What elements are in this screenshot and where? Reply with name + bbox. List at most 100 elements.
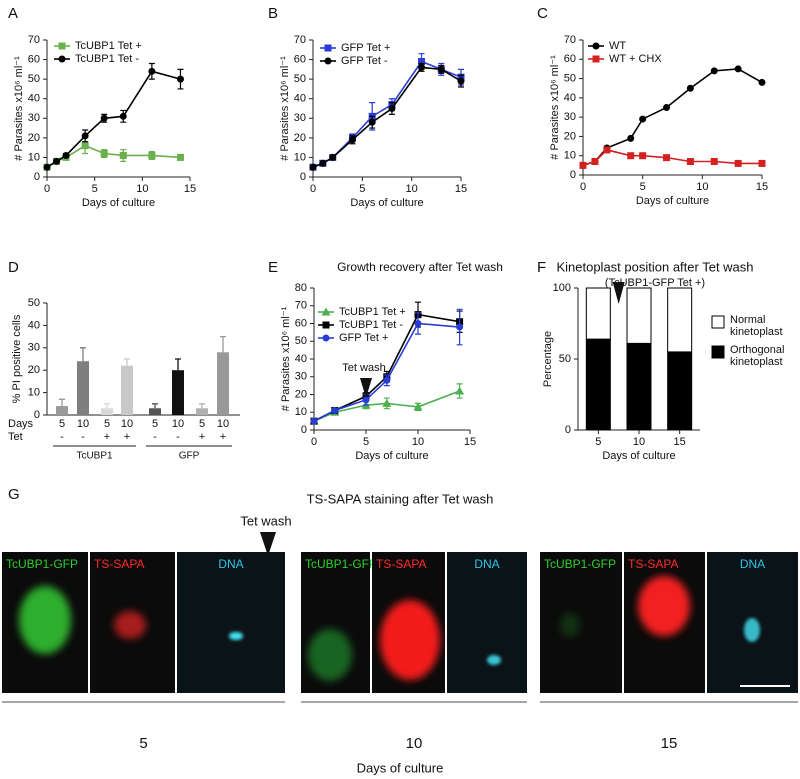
cell (380, 600, 440, 680)
bar (172, 370, 184, 415)
marker (758, 78, 766, 86)
x-tick-label: 10 (406, 183, 418, 195)
error-bar (80, 347, 86, 362)
x-tick-label: 5 (104, 418, 110, 430)
bar-segment (585, 287, 611, 340)
y-tick-label: 10 (294, 151, 306, 163)
y-tick-label: 20 (564, 130, 576, 142)
annotation-arrow (360, 378, 372, 398)
marker (331, 406, 339, 414)
cell (638, 576, 690, 636)
error-bar (124, 358, 130, 366)
y-tick-label: 80 (295, 282, 307, 294)
cell (487, 655, 501, 665)
x-axis-label: Days of culture (602, 450, 675, 462)
x-tick-label: 10 (172, 418, 184, 430)
x-tick-label: 10 (412, 436, 424, 448)
bar (217, 352, 229, 415)
marker (309, 163, 317, 171)
y-axis-label: % PI positive cells (11, 314, 23, 403)
marker (710, 158, 718, 165)
marker (710, 67, 718, 75)
legend-marker (321, 307, 331, 316)
x-tick-label: 15 (455, 183, 467, 195)
y-tick-label: 50 (559, 353, 571, 365)
y-tick-label: 50 (564, 72, 576, 84)
channel-label: TS-SAPA (376, 557, 426, 571)
panel-title: TS-SAPA staining after Tet wash (307, 491, 494, 506)
y-tick-label: 40 (28, 93, 40, 105)
y-tick-label: 0 (34, 409, 40, 421)
x-tick-label: 0 (580, 181, 586, 193)
y-tick-label: 30 (564, 111, 576, 123)
marker (413, 402, 423, 411)
y-tick-label: 50 (28, 297, 40, 309)
y-tick-label: 40 (28, 319, 40, 331)
series-line (312, 66, 462, 168)
marker (100, 114, 108, 122)
micrograph (447, 552, 527, 693)
legend-label: Normal kinetoplast (730, 314, 783, 338)
y-tick-label: 40 (295, 353, 307, 365)
x-tick-label: 0 (44, 183, 50, 195)
cell (744, 618, 760, 642)
panel-letter: E (268, 259, 278, 276)
x-tick-label: 0 (311, 436, 317, 448)
x-tick-label: 15 (756, 181, 768, 193)
bar-segment (585, 338, 611, 431)
marker (663, 154, 671, 162)
micrograph (540, 552, 622, 693)
marker (368, 118, 376, 126)
marker (388, 105, 396, 112)
error-bar (152, 403, 158, 409)
arrowhead (612, 282, 625, 304)
bar (101, 408, 113, 415)
x-tick-label: 5 (595, 436, 601, 448)
bar (121, 365, 133, 415)
annotation: Tet wash (342, 362, 385, 374)
cell (560, 613, 580, 637)
tet-label: + (199, 431, 205, 443)
legend-label: GFP Tet + (339, 332, 388, 344)
x-axis-label: Days of culture (355, 450, 428, 462)
x-tick-label: 5 (59, 418, 65, 430)
group-label: 10 (406, 735, 423, 752)
x-tick-label: 15 (184, 183, 196, 195)
bar-segment (667, 287, 693, 353)
marker (119, 112, 127, 120)
series-line (312, 60, 462, 168)
row-label: Tet (8, 431, 23, 443)
x-tick-label: 5 (92, 183, 98, 195)
y-axis-label: # Parasites x10⁶ ml⁻¹ (279, 56, 291, 161)
marker (62, 151, 70, 159)
y-tick-label: 20 (294, 132, 306, 144)
marker (437, 65, 445, 73)
marker (310, 417, 318, 425)
x-tick-label: 10 (136, 183, 148, 195)
marker (176, 153, 184, 161)
marker (734, 159, 742, 167)
marker (81, 132, 89, 140)
x-tick-label: 10 (696, 181, 708, 193)
y-tick-label: 10 (28, 151, 40, 163)
y-tick-label: 50 (295, 335, 307, 347)
legend-marker (58, 42, 66, 50)
chart-subtitle: (TcUBP1-GFP Tet +) (605, 277, 705, 289)
marker (329, 153, 337, 161)
y-axis-label: # Parasites x10⁶ ml⁻¹ (549, 55, 561, 160)
group-label: GFP (179, 451, 200, 462)
y-tick-label: 70 (564, 34, 576, 46)
legend-label: Orthogonal kinetoplast (730, 344, 785, 368)
marker (383, 376, 391, 384)
tet-label: - (176, 431, 180, 443)
y-axis-label: # Parasites x10⁶ ml⁻¹ (13, 56, 25, 161)
legend-box: Orthogonal kinetoplast (730, 344, 785, 368)
legend-swatch (711, 315, 725, 329)
y-tick-label: 40 (564, 92, 576, 104)
x-tick-label: 5 (359, 183, 365, 195)
tet-label: + (220, 431, 226, 443)
tet-label: - (153, 431, 157, 443)
legend-label: WT + CHX (609, 53, 662, 65)
legend-label: TcUBP1 Tet - (75, 53, 139, 65)
